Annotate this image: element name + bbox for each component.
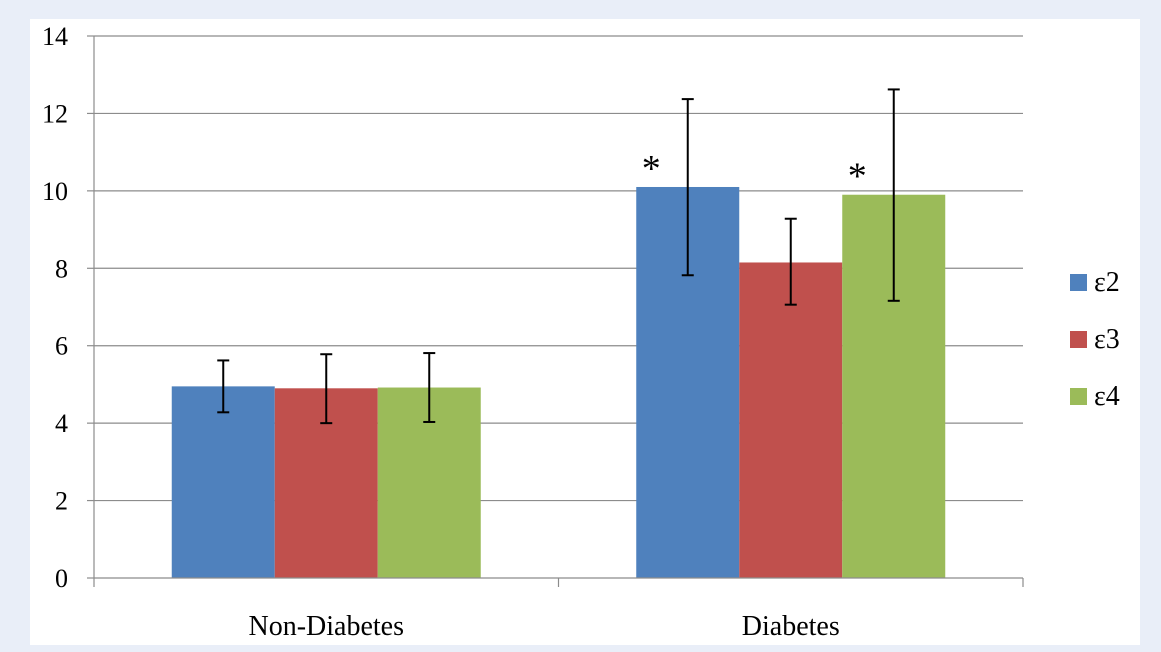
y-tick-label: 4 [55,409,68,438]
legend-swatch [1070,274,1087,291]
legend-label: ε2 [1094,267,1120,298]
y-tick-label: 14 [42,22,68,51]
y-tick-label: 8 [55,254,68,283]
y-tick-label: 12 [42,99,68,128]
significance-marker: * [848,156,867,198]
category-label: Diabetes [742,611,840,642]
legend-swatch [1070,388,1087,405]
y-tick-label: 2 [55,487,68,516]
legend: ε2 ε3 ε4 [1070,267,1120,412]
significance-marker: * [642,148,661,190]
bar-diabetes-3 [739,262,843,578]
legend-swatch [1070,331,1087,348]
y-tick-label: 10 [42,177,68,206]
bars [171,88,946,578]
axes [87,35,1024,587]
labels: 0 2 4 6 8 10 12 14 Non-Diabetes Diabetes * * [42,22,867,642]
category-label: Non-Diabetes [248,611,404,642]
legend-label: ε4 [1094,381,1120,412]
chart-frame: 0 2 4 6 8 10 12 14 Non-Diabetes Diabetes * * ε2 ε3 ε4 [30,19,1140,645]
y-tick-label: 0 [55,564,68,593]
bar-chart: 0 2 4 6 8 10 12 14 Non-Diabetes Diabetes * * ε2 ε3 ε4 [42,22,1120,642]
legend-label: ε3 [1094,324,1120,355]
bar-non-diabetes-2 [171,386,275,578]
y-tick-label: 6 [55,332,68,361]
